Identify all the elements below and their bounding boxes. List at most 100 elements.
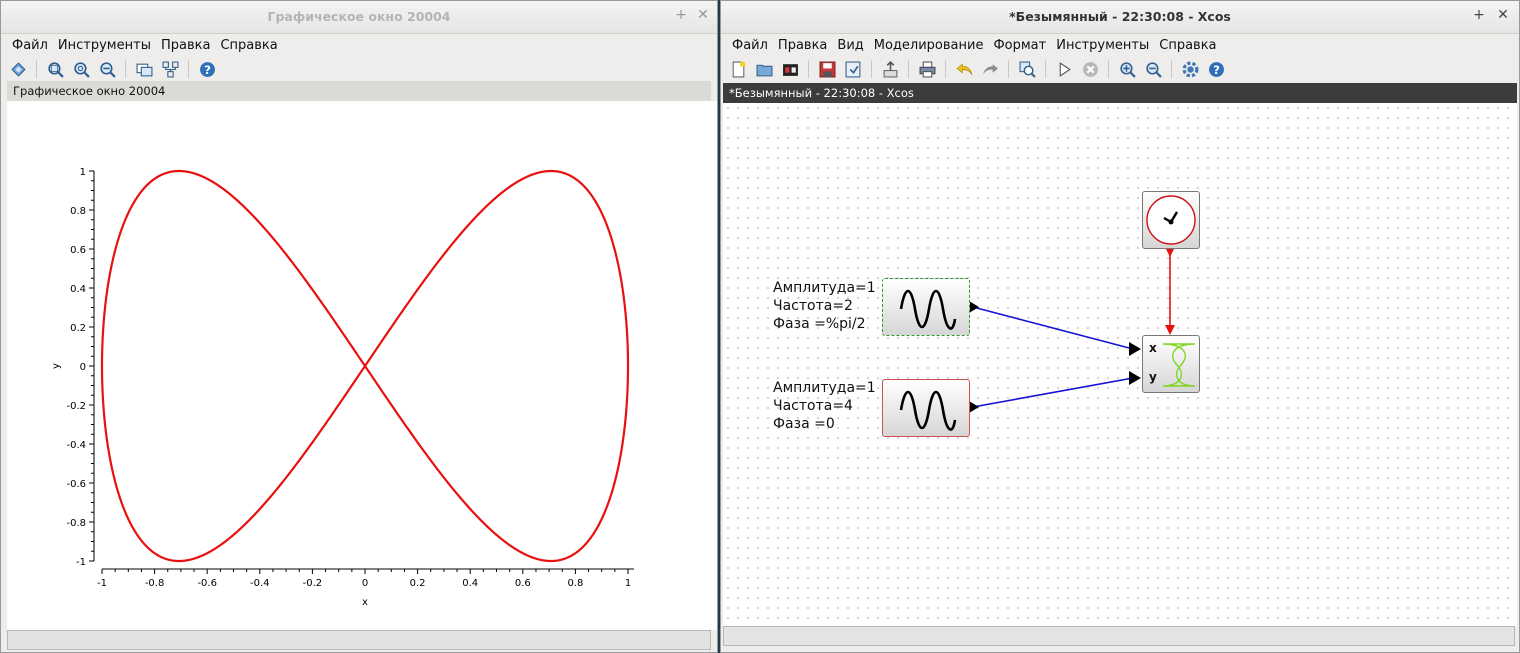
menu-bar: Файл Инструменты Правка Справка — [1, 34, 717, 56]
x-tick-label: 0.4 — [462, 578, 478, 589]
menu-help[interactable]: Справка — [1159, 37, 1217, 53]
sine1-frequency: Частота=2 — [773, 298, 853, 314]
links-layer — [969, 249, 1175, 413]
export-icon[interactable] — [881, 60, 899, 78]
separator — [908, 60, 909, 78]
save-as-icon[interactable] — [844, 60, 862, 78]
data-link-2[interactable] — [972, 377, 1134, 408]
sine2-params: Амплитуда=1 Частота=4 Фаза =0 — [773, 379, 876, 433]
event-output-port[interactable] — [1166, 249, 1174, 257]
output-port-sine2[interactable] — [969, 401, 979, 413]
x-tick-label: 0.8 — [567, 578, 583, 589]
data-link-1[interactable] — [972, 306, 1134, 350]
svg-text:?: ? — [1213, 62, 1220, 76]
diagram-canvas[interactable]: Амплитуда=1 Частота=2 Фаза =%pi/2 Амплит… — [723, 103, 1517, 627]
sine-generator-block-2[interactable] — [882, 379, 970, 437]
x-tick-label: -0.6 — [197, 578, 217, 589]
separator — [808, 60, 809, 78]
settings-icon[interactable] — [1181, 60, 1199, 78]
lissajous-chart: -1 -0.8 -0.6 -0.4 -0.2 0 0.2 0.4 0.6 0.8 1 1 0.8 0.6 0… — [51, 167, 634, 608]
sine1-amplitude: Амплитуда=1 — [773, 280, 876, 296]
y-tick-label: 0.4 — [70, 284, 86, 295]
x-tick-label: -0.2 — [303, 578, 323, 589]
sine2-frequency: Частота=4 — [773, 398, 853, 414]
sine-wave-icon — [899, 289, 957, 330]
datatip-icon[interactable] — [135, 60, 153, 78]
menu-file[interactable]: Файл — [12, 37, 48, 53]
print-icon[interactable] — [918, 60, 936, 78]
y-tick-label: 1 — [80, 167, 86, 178]
y-tick-label: 0.8 — [70, 206, 86, 217]
event-input-port[interactable] — [1165, 325, 1175, 335]
window-title: Графическое окно 20004 — [267, 9, 451, 24]
menu-format[interactable]: Формат — [993, 37, 1047, 53]
x-tick-label: -0.4 — [250, 578, 270, 589]
window-title: *Безымянный - 22:30:08 - Xcos — [1009, 9, 1231, 24]
zoom-in-icon[interactable] — [46, 60, 64, 78]
menu-tools[interactable]: Инструменты — [1056, 37, 1150, 53]
plot-canvas[interactable]: -1 -0.8 -0.6 -0.4 -0.2 0 0.2 0.4 0.6 0.8 1 1 0.8 0.6 0… — [7, 101, 717, 630]
menu-help[interactable]: Справка — [220, 37, 278, 53]
clock-icon — [1146, 195, 1196, 245]
zoom-fit-icon[interactable] — [1018, 60, 1036, 78]
pin-icon[interactable]: + — [1473, 7, 1485, 23]
zoom-out-icon[interactable] — [98, 60, 116, 78]
xy-scope-block[interactable]: x y — [1142, 335, 1200, 393]
zoom-reset-icon[interactable] — [72, 60, 90, 78]
title-bar[interactable]: Графическое окно 20004 + ✕ — [1, 1, 717, 34]
new-icon[interactable] — [729, 60, 747, 78]
help-icon[interactable]: ? — [1207, 60, 1225, 78]
pin-icon[interactable]: + — [675, 7, 687, 23]
zoom-in-icon[interactable] — [1118, 60, 1136, 78]
x-tick-label: 0.2 — [410, 578, 426, 589]
separator — [1171, 60, 1172, 78]
redo-icon[interactable] — [981, 60, 999, 78]
y-tick-label: -0.8 — [66, 518, 86, 529]
separator — [1045, 60, 1046, 78]
separator — [1108, 60, 1109, 78]
open-icon[interactable] — [755, 60, 773, 78]
sine2-amplitude: Амплитуда=1 — [773, 380, 876, 396]
output-port-sine1[interactable] — [969, 301, 979, 313]
close-icon[interactable]: ✕ — [1497, 7, 1509, 23]
scope-port-y-label: y — [1149, 370, 1157, 384]
title-bar[interactable]: *Безымянный - 22:30:08 - Xcos + ✕ — [721, 1, 1519, 34]
zoom-out-icon[interactable] — [1144, 60, 1162, 78]
input-port-y[interactable] — [1129, 371, 1141, 385]
menu-edit[interactable]: Правка — [160, 37, 211, 53]
start-icon[interactable] — [1055, 60, 1073, 78]
y-tick-label: -1 — [76, 557, 86, 568]
help-icon[interactable]: ? — [198, 60, 216, 78]
tree-icon[interactable] — [161, 60, 179, 78]
rotate-icon[interactable] — [9, 60, 27, 78]
menu-tools[interactable]: Инструменты — [57, 37, 151, 53]
x-tick-label: 0.6 — [515, 578, 531, 589]
toolbar: ? — [1, 56, 717, 82]
close-icon[interactable]: ✕ — [697, 7, 709, 23]
sine-generator-block-1[interactable] — [882, 278, 970, 336]
y-axis-label: y — [51, 363, 62, 369]
separator — [36, 60, 37, 78]
menu-bar: Файл Правка Вид Моделирование Формат Инс… — [721, 34, 1519, 56]
menu-file[interactable]: Файл — [732, 37, 768, 53]
graphic-window: Графическое окно 20004 + ✕ Файл Инструме… — [0, 0, 718, 653]
stop-icon[interactable] — [1081, 60, 1099, 78]
status-bar — [7, 630, 711, 650]
menu-view[interactable]: Вид — [837, 37, 864, 53]
y-tick-label: 0 — [80, 362, 86, 373]
y-tick-label: -0.6 — [66, 479, 86, 490]
sine2-phase: Фаза =0 — [773, 416, 835, 432]
input-port-x[interactable] — [1129, 342, 1141, 356]
save-icon[interactable] — [818, 60, 836, 78]
menu-simulation[interactable]: Моделирование — [873, 37, 984, 53]
undo-icon[interactable] — [955, 60, 973, 78]
lissajous-icon — [1162, 343, 1196, 387]
clock-block[interactable] — [1142, 191, 1200, 249]
menu-edit[interactable]: Правка — [777, 37, 828, 53]
open-scilab-icon[interactable] — [781, 60, 799, 78]
horizontal-scrollbar[interactable] — [723, 626, 1515, 646]
sine1-phase: Фаза =%pi/2 — [773, 316, 866, 332]
figure-label: Графическое окно 20004 — [7, 81, 711, 101]
x-axis-label: x — [362, 597, 368, 608]
toolbar: ? — [721, 56, 1519, 82]
